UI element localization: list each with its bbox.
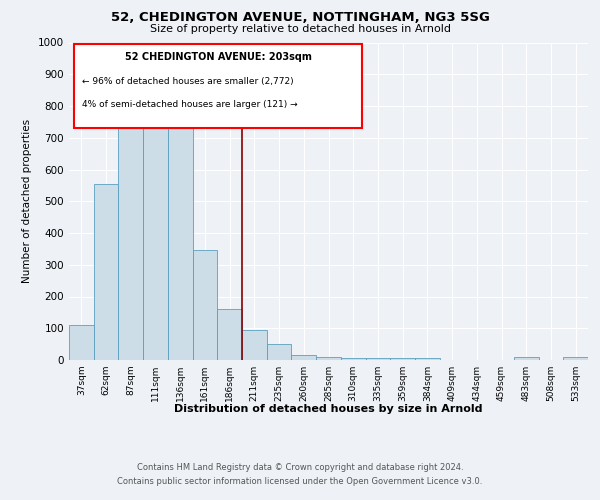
Bar (316, 357, 341, 360)
Bar (69, 325, 94, 360)
Bar (242, 330, 267, 360)
Bar (94, 184, 118, 360)
Bar (118, 114, 143, 360)
Bar (193, 250, 217, 360)
Bar (217, 309, 242, 360)
Bar (563, 357, 588, 360)
Bar (267, 344, 292, 360)
Text: ← 96% of detached houses are smaller (2,772): ← 96% of detached houses are smaller (2,… (82, 78, 293, 86)
Text: 4% of semi-detached houses are larger (121) →: 4% of semi-detached houses are larger (1… (82, 100, 298, 108)
Text: Contains public sector information licensed under the Open Government Licence v3: Contains public sector information licen… (118, 477, 482, 486)
Y-axis label: Number of detached properties: Number of detached properties (22, 119, 32, 284)
Text: Contains HM Land Registry data © Crown copyright and database right 2024.: Contains HM Land Registry data © Crown c… (137, 464, 463, 472)
Bar (292, 355, 316, 360)
FancyBboxPatch shape (74, 44, 362, 128)
Bar (168, 118, 193, 360)
Text: 52 CHEDINGTON AVENUE: 203sqm: 52 CHEDINGTON AVENUE: 203sqm (125, 52, 311, 62)
Bar (143, 117, 168, 360)
Bar (514, 357, 539, 360)
Text: Size of property relative to detached houses in Arnold: Size of property relative to detached ho… (149, 24, 451, 34)
Text: 52, CHEDINGTON AVENUE, NOTTINGHAM, NG3 5SG: 52, CHEDINGTON AVENUE, NOTTINGHAM, NG3 5… (110, 11, 490, 24)
Bar (390, 358, 415, 360)
Bar (415, 358, 440, 360)
X-axis label: Distribution of detached houses by size in Arnold: Distribution of detached houses by size … (174, 404, 483, 414)
Bar (365, 358, 390, 360)
Bar (341, 358, 365, 360)
